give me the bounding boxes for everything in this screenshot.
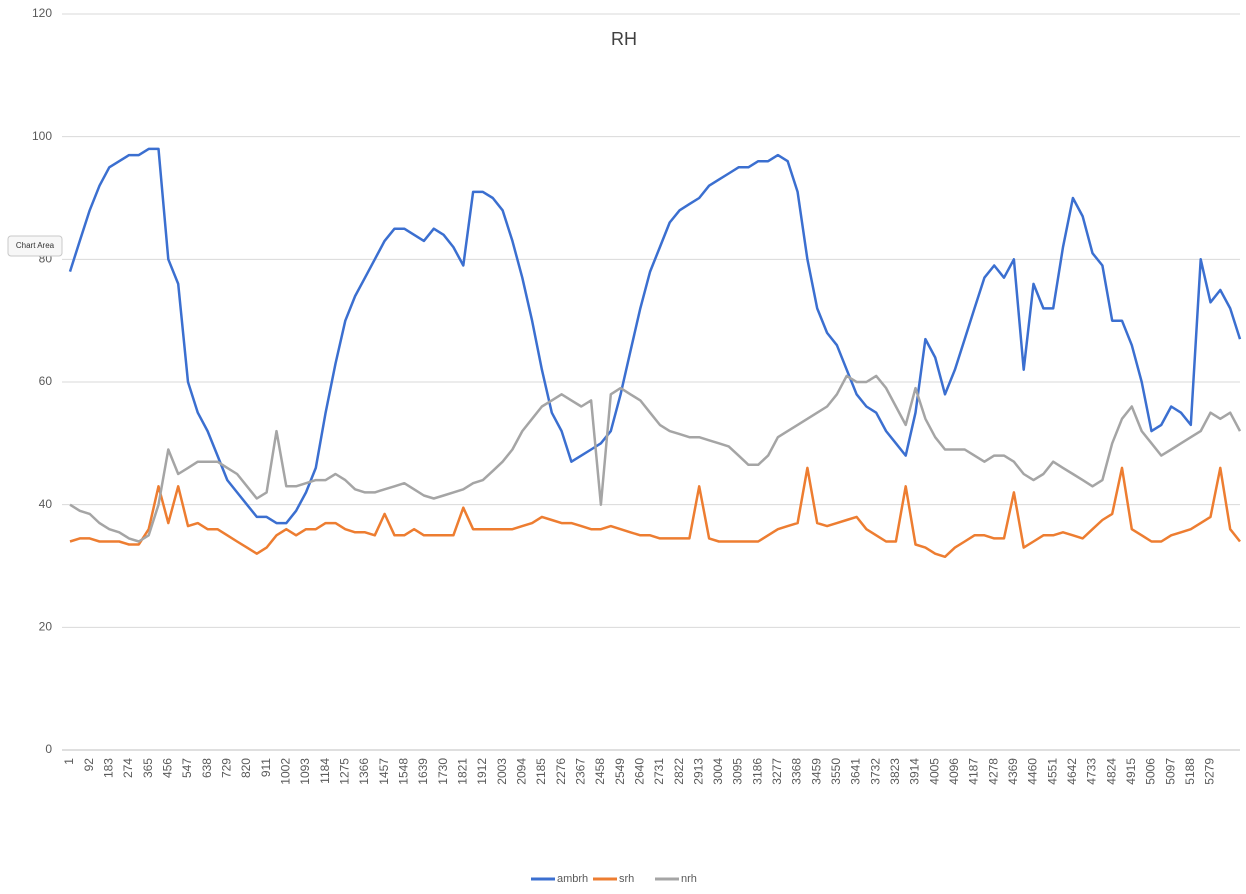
- x-tick-label: 820: [239, 758, 253, 778]
- x-tick-label: 5006: [1144, 758, 1158, 785]
- x-tick-label: 3186: [750, 758, 764, 785]
- series-line: [69, 374, 1242, 543]
- x-tick-label: 2640: [632, 758, 646, 785]
- x-tick-label: 3914: [908, 758, 922, 785]
- x-tick-label: 2276: [554, 758, 568, 785]
- x-tick-label: 2185: [534, 758, 548, 785]
- x-tick-label: 1457: [377, 758, 391, 785]
- tooltip-box: [7, 235, 63, 257]
- x-tick-label: 2913: [691, 758, 705, 785]
- tooltip-text: Chart Area: [16, 241, 55, 250]
- x-tick-label: 3641: [849, 758, 863, 785]
- x-tick-label: 5097: [1163, 758, 1177, 785]
- x-tick-label: 4551: [1045, 758, 1059, 785]
- x-tick-label: 911: [259, 758, 273, 777]
- x-tick-label: 1002: [278, 758, 292, 785]
- x-tick-label: 456: [160, 758, 174, 778]
- x-tick-label: 638: [200, 758, 214, 778]
- x-tick-label: 4733: [1085, 758, 1099, 785]
- series-line: [69, 466, 1241, 559]
- x-tick-label: 4460: [1026, 758, 1040, 785]
- y-tick-label: 60: [39, 374, 53, 388]
- x-tick-label: 2367: [573, 758, 587, 785]
- x-tick-label: 1548: [396, 758, 410, 785]
- y-tick-label: 20: [39, 620, 53, 634]
- y-tick-label: 100: [32, 129, 52, 143]
- x-tick-label: 1093: [298, 758, 312, 785]
- x-tick-label: 4096: [947, 758, 961, 785]
- x-tick-label: 5188: [1183, 758, 1197, 785]
- x-tick-label: 4369: [1006, 758, 1020, 785]
- y-tick-label: 40: [39, 497, 53, 511]
- x-tick-label: 92: [82, 758, 96, 772]
- x-tick-label: 1912: [475, 758, 489, 785]
- x-tick-label: 1275: [337, 758, 351, 785]
- series-line: [68, 147, 1242, 525]
- x-tick-label: 365: [141, 758, 155, 778]
- x-tick-label: 3368: [790, 758, 804, 785]
- x-tick-label: 3277: [770, 758, 784, 785]
- legend-label: nrh: [681, 873, 697, 885]
- x-tick-label: 3732: [868, 758, 882, 785]
- x-tick-label: 1821: [455, 758, 469, 785]
- x-tick-label: 4824: [1104, 758, 1118, 785]
- x-tick-label: 4187: [967, 758, 981, 785]
- x-tick-label: 3095: [731, 758, 745, 785]
- legend-label: ambrh: [557, 873, 588, 885]
- x-tick-label: 1: [62, 758, 76, 765]
- x-tick-label: 729: [219, 758, 233, 778]
- legend-label: srh: [619, 873, 634, 885]
- x-tick-label: 183: [101, 758, 115, 778]
- x-tick-label: 1184: [318, 758, 332, 784]
- x-tick-label: 2094: [514, 758, 528, 785]
- x-tick-label: 4005: [927, 758, 941, 785]
- x-tick-label: 4278: [986, 758, 1000, 785]
- x-tick-label: 3004: [711, 758, 725, 785]
- x-tick-label: 1366: [357, 758, 371, 785]
- x-tick-label: 2822: [672, 758, 686, 785]
- x-tick-label: 2549: [613, 758, 627, 785]
- x-tick-label: 4915: [1124, 758, 1138, 785]
- y-tick-label: 0: [45, 742, 52, 756]
- x-tick-label: 2731: [652, 758, 666, 785]
- y-tick-label: 120: [32, 6, 52, 20]
- chart-title: RH: [611, 29, 637, 49]
- x-tick-label: 4642: [1065, 758, 1079, 785]
- x-tick-label: 3550: [829, 758, 843, 785]
- x-tick-label: 547: [180, 758, 194, 778]
- x-tick-label: 1639: [416, 758, 430, 785]
- x-tick-label: 3823: [888, 758, 902, 785]
- x-tick-label: 1730: [436, 758, 450, 785]
- x-tick-label: 274: [121, 758, 135, 778]
- x-tick-label: 3459: [809, 758, 823, 785]
- x-tick-label: 2003: [495, 758, 509, 785]
- x-tick-label: 2458: [593, 758, 607, 785]
- x-tick-label: 5279: [1203, 758, 1217, 785]
